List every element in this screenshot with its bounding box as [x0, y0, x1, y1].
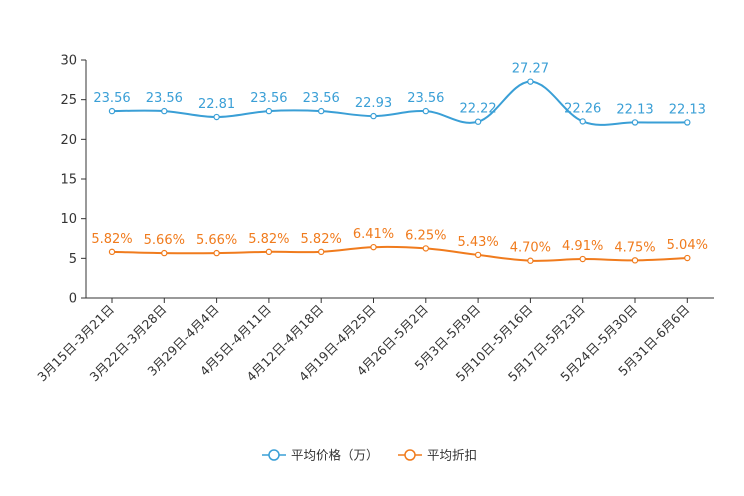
data-label: 23.56 [250, 91, 287, 106]
legend-marker-icon [268, 449, 280, 461]
data-point [422, 245, 429, 252]
data-point [108, 248, 116, 256]
legend-marker-icon [404, 449, 416, 461]
data-point [422, 107, 429, 115]
data-point [684, 119, 691, 126]
y-tick-label: 5 [69, 252, 77, 267]
data-label: 6.41% [353, 227, 394, 242]
data-label: 5.82% [248, 232, 289, 247]
data-label: 23.56 [146, 91, 183, 106]
data-point [265, 248, 273, 256]
data-label: 22.13 [669, 102, 706, 117]
series-layer: 23.56 23.56 22.81 23.56 23.56 22.93 23.56 22.22… [91, 62, 708, 264]
data-label: 6.25% [405, 228, 446, 243]
data-point [474, 251, 482, 259]
data-label: 22.22 [459, 102, 496, 117]
data-point [213, 249, 220, 257]
data-label: 23.56 [407, 91, 444, 106]
data-point [108, 107, 116, 115]
data-point [527, 257, 534, 264]
data-label: 5.43% [457, 235, 498, 250]
data-label: 5.66% [144, 233, 185, 248]
data-point [161, 107, 168, 115]
data-point [265, 107, 273, 115]
data-point [370, 112, 377, 120]
legend-label: 平均价格（万） [291, 448, 379, 463]
series-line [111, 245, 688, 262]
data-label: 23.56 [303, 91, 340, 106]
data-point [161, 249, 168, 257]
data-label: 22.93 [355, 96, 392, 111]
data-point [631, 119, 639, 126]
data-label: 4.91% [562, 239, 603, 254]
data-point [370, 243, 377, 251]
data-point [318, 107, 325, 115]
data-point [579, 118, 586, 125]
y-tick-label: 0 [69, 292, 77, 307]
data-label: 4.70% [510, 241, 551, 256]
y-tick-label: 20 [60, 133, 77, 148]
data-label: 22.13 [616, 102, 653, 117]
data-point [527, 78, 534, 85]
legend[interactable]: 平均价格（万） 平均折扣 [262, 448, 477, 463]
data-point [318, 248, 325, 256]
data-label: 23.56 [93, 91, 130, 106]
data-label: 5.82% [301, 232, 342, 247]
y-tick-label: 25 [60, 93, 77, 108]
series-2: 5.82% 5.66% 5.66% 5.82% 5.82% 6.41% 6.25% 5.43%… [91, 227, 708, 264]
data-point [631, 257, 639, 264]
y-tick-label: 15 [60, 173, 77, 188]
legend-item-1[interactable]: 平均价格（万） [262, 448, 379, 463]
data-label: 5.66% [196, 233, 237, 248]
data-label: 5.04% [667, 238, 708, 253]
legend-item-2[interactable]: 平均折扣 [398, 448, 477, 463]
data-label: 22.81 [198, 97, 235, 112]
data-label: 4.75% [614, 240, 655, 255]
data-point [684, 254, 691, 262]
data-point [213, 113, 220, 121]
data-point [579, 255, 586, 263]
y-tick-label: 30 [60, 54, 77, 69]
data-label: 5.82% [91, 232, 132, 247]
data-label: 27.27 [512, 62, 549, 77]
data-point [474, 118, 482, 125]
y-tick-label: 10 [60, 212, 77, 227]
legend-label: 平均折扣 [427, 448, 477, 463]
data-label: 22.26 [564, 101, 601, 116]
series-1: 23.56 23.56 22.81 23.56 23.56 22.93 23.56 22.22… [93, 62, 706, 126]
